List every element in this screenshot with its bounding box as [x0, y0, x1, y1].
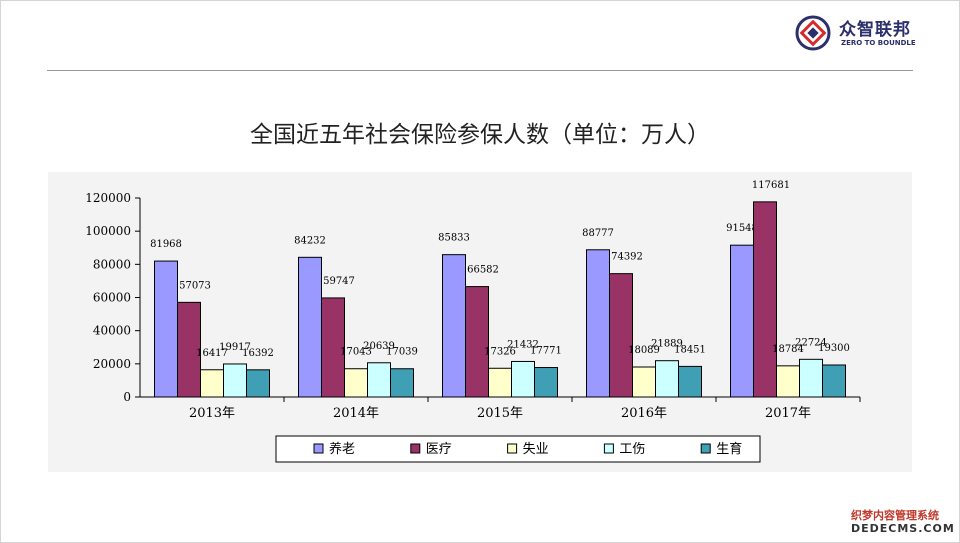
bar-养老	[442, 254, 466, 398]
bar-工伤	[655, 360, 679, 398]
x-tick-label: 2017年	[765, 406, 811, 421]
data-label: 19300	[818, 343, 850, 354]
data-label: 81968	[150, 239, 182, 250]
y-tick-label: 40000	[93, 324, 131, 338]
bar-chart: 0 20000 40000 60000 80000 100000 120000 2013年 81…	[85, 180, 861, 463]
data-label: 18089	[628, 345, 660, 356]
bar-生育	[390, 368, 414, 398]
data-label: 17043	[340, 347, 372, 358]
y-tick-label: 0	[123, 390, 131, 404]
data-label: 117681	[752, 180, 790, 191]
data-label: 18451	[674, 344, 706, 355]
data-label: 21889	[651, 339, 683, 350]
header-divider	[47, 70, 913, 71]
legend-label: 工伤	[619, 442, 645, 457]
data-label: 17039	[386, 347, 418, 358]
x-tick-label: 2015年	[477, 406, 523, 421]
data-label: 17326	[484, 346, 516, 357]
legend-swatch-医疗	[410, 443, 421, 454]
data-label: 18784	[772, 344, 804, 355]
watermark: 织梦内容管理系统 DEDECMS.COM	[851, 509, 955, 535]
legend-label: 生育	[716, 441, 742, 457]
x-tick-label: 2016年	[621, 406, 667, 421]
chart-panel: 0 20000 40000 60000 80000 100000 120000 2013年 81…	[48, 172, 912, 472]
data-label: 21432	[507, 339, 539, 350]
y-tick-label: 60000	[93, 291, 131, 305]
y-tick-label: 20000	[93, 357, 131, 371]
data-label: 20639	[363, 341, 395, 352]
y-tick-label: 120000	[85, 191, 131, 205]
data-label: 17771	[530, 346, 562, 357]
watermark-line1: 织梦内容管理系统	[851, 509, 939, 522]
legend-swatch-养老	[313, 443, 324, 454]
chart-title: 全国近五年社会保险参保人数（单位：万人）	[250, 122, 710, 148]
bar-医疗	[177, 301, 201, 398]
legend-swatch-生育	[700, 443, 711, 454]
data-label: 22724	[795, 337, 827, 348]
data-label: 19917	[219, 342, 251, 353]
bar-工伤	[223, 363, 247, 398]
logo-name: 众智联邦	[839, 20, 911, 40]
bar-医疗	[609, 273, 633, 398]
data-label: 91548	[726, 223, 758, 234]
bar-失业	[632, 366, 656, 398]
x-tick-label: 2014年	[333, 406, 379, 421]
legend-label: 医疗	[426, 442, 452, 457]
bar-医疗	[753, 201, 777, 398]
legend-box	[275, 435, 761, 463]
bar-医疗	[321, 297, 345, 398]
data-label: 16417	[196, 348, 228, 359]
bar-医疗	[465, 286, 489, 398]
data-label: 16392	[242, 348, 274, 359]
data-label: 84232	[294, 235, 326, 246]
bar-工伤	[799, 358, 823, 398]
bar-失业	[200, 369, 224, 398]
legend-swatch-工伤	[603, 443, 614, 454]
logo-icon	[795, 15, 831, 51]
bar-生育	[822, 364, 846, 398]
watermark-line2: DEDECMS.COM	[851, 522, 955, 535]
bar-养老	[298, 256, 322, 398]
legend-label: 失业	[523, 442, 549, 457]
bar-工伤	[511, 360, 535, 398]
bar-失业	[488, 367, 512, 398]
legend-label: 养老	[329, 441, 355, 457]
bar-养老	[586, 249, 610, 398]
legend-swatch-失业	[507, 443, 518, 454]
data-label: 59747	[323, 276, 355, 287]
bar-生育	[678, 365, 702, 398]
bar-失业	[344, 368, 368, 398]
bar-生育	[534, 367, 558, 398]
data-label: 85833	[438, 233, 470, 244]
data-label: 74392	[611, 252, 643, 263]
data-label: 66582	[467, 265, 499, 276]
x-tick-label: 2013年	[189, 406, 235, 421]
data-label: 57073	[179, 280, 211, 291]
bar-养老	[154, 260, 178, 398]
bar-失业	[776, 365, 800, 398]
y-tick-label: 80000	[93, 257, 131, 271]
data-label: 88777	[582, 228, 614, 239]
bar-养老	[730, 244, 754, 398]
y-tick-label: 100000	[85, 224, 131, 238]
logo: 众智联邦 ZERO TO BOUNDLE	[795, 13, 945, 55]
logo-subtitle: ZERO TO BOUNDLE	[841, 39, 916, 47]
bar-工伤	[367, 362, 391, 398]
bar-生育	[246, 369, 270, 398]
